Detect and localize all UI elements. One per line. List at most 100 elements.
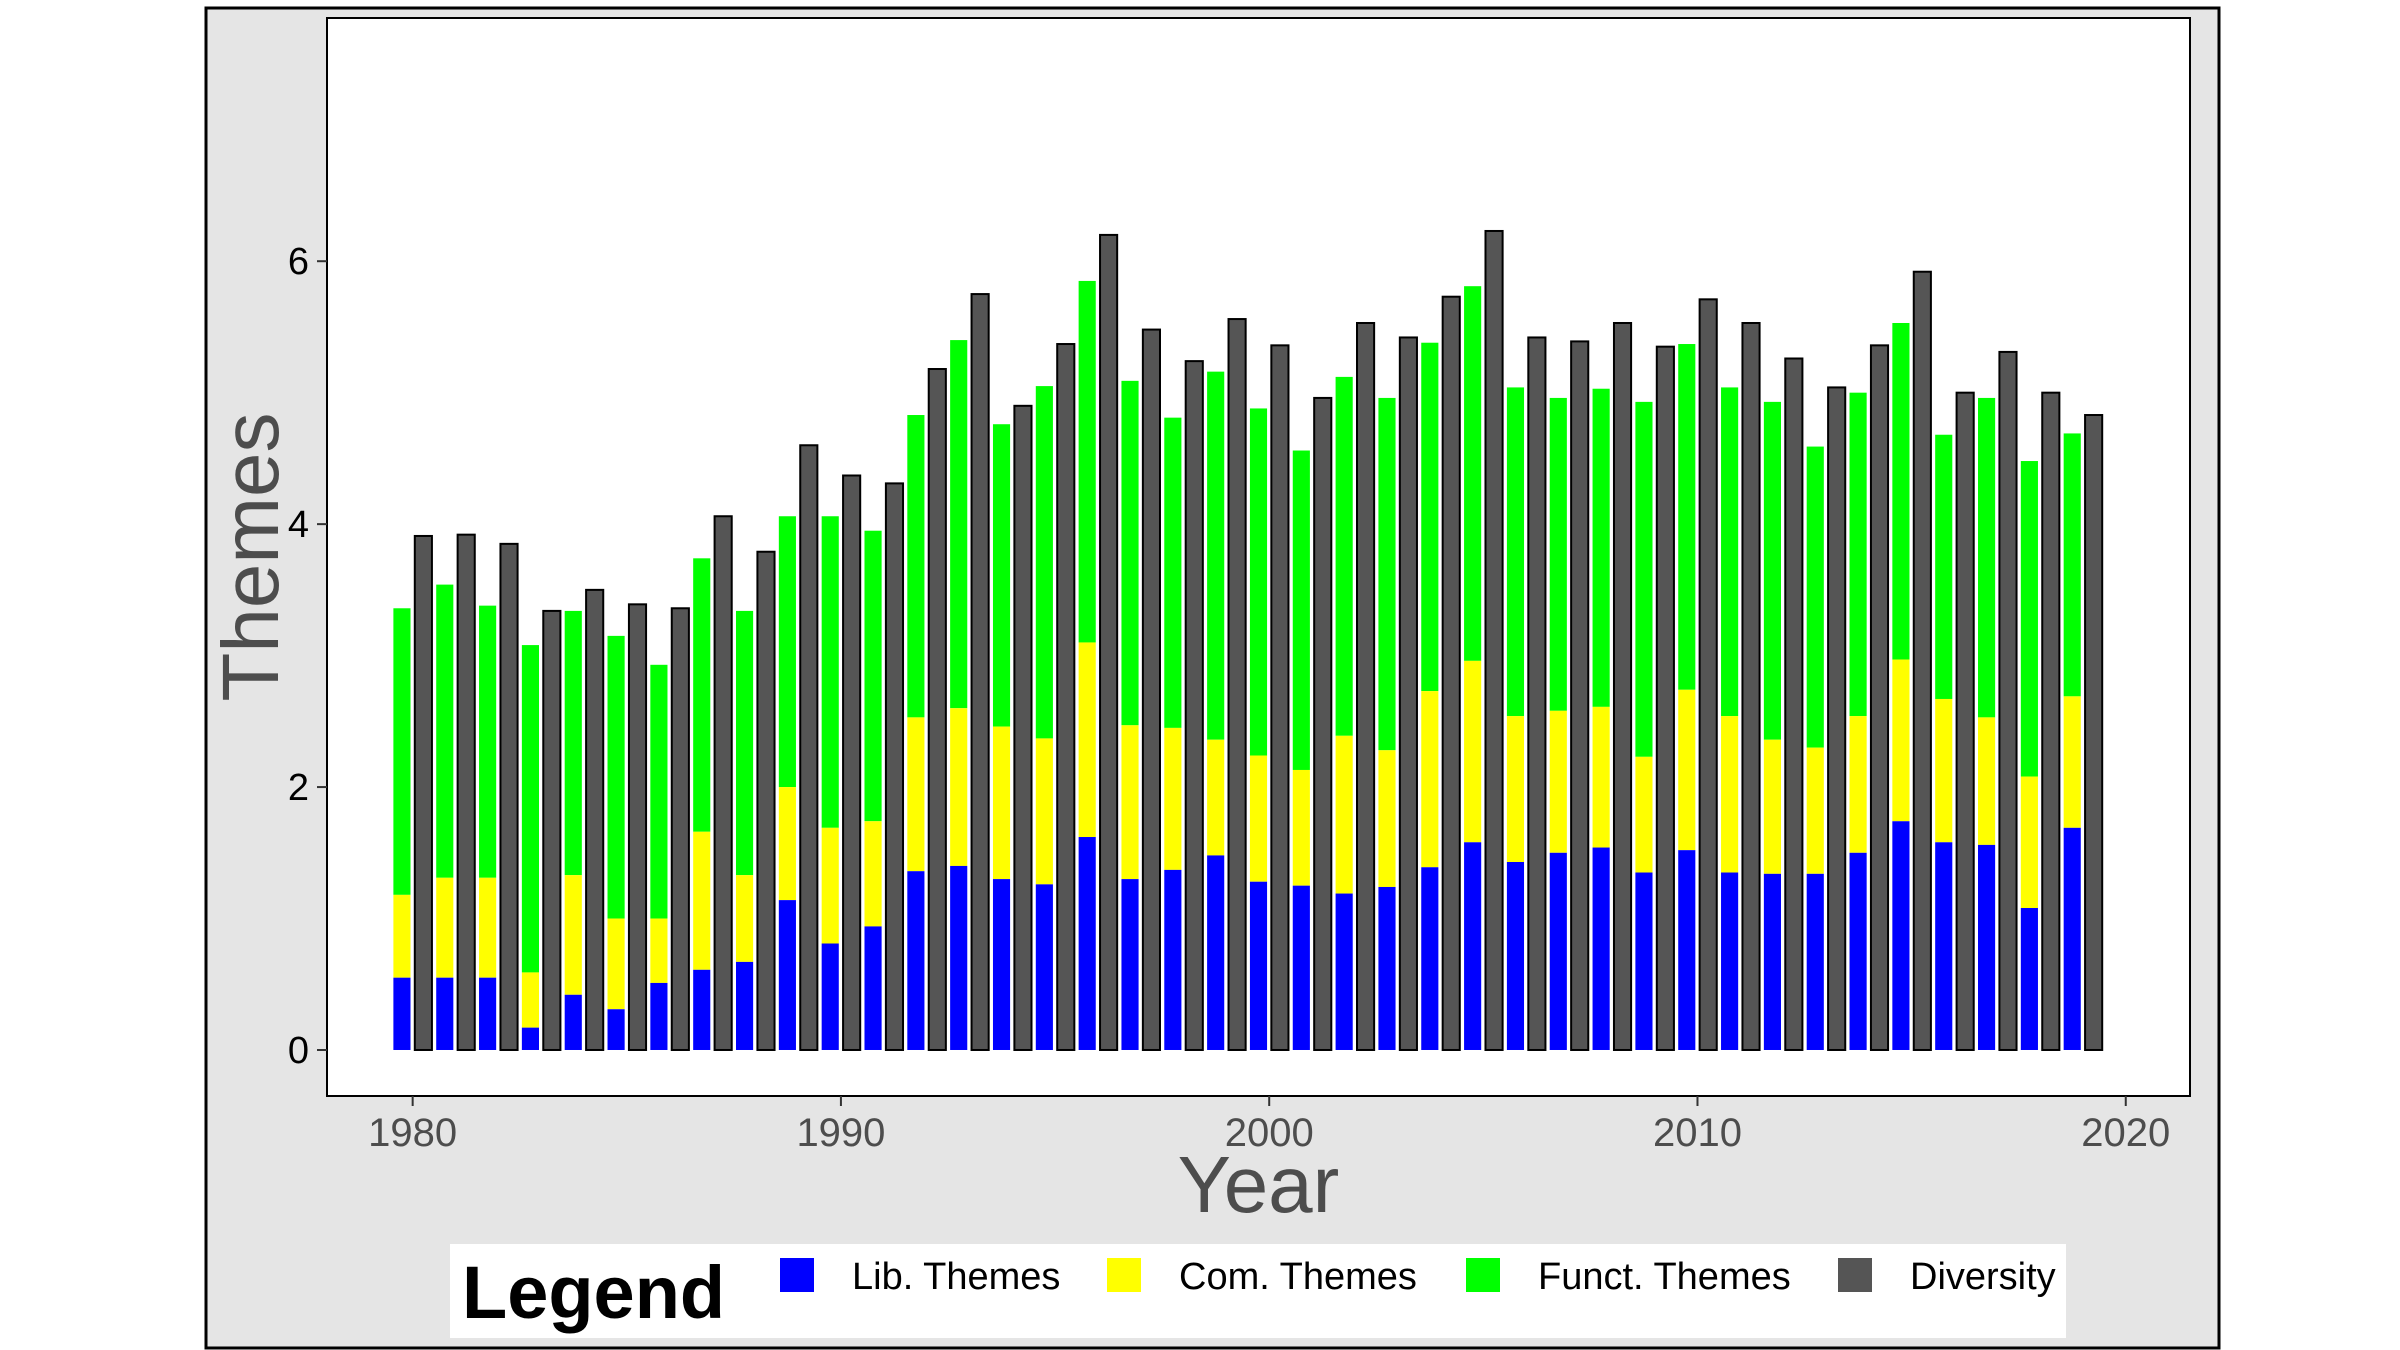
bar-com-themes	[693, 831, 711, 970]
bar-diversity	[1227, 318, 1247, 1051]
bar-lib-themes	[1292, 885, 1310, 1050]
bar-diversity	[1184, 360, 1204, 1051]
bar-diversity	[456, 533, 476, 1051]
bar-com-themes	[393, 894, 411, 978]
bar-funct-themes	[992, 424, 1011, 727]
bar-lib-themes	[1978, 844, 1996, 1050]
y-axis-title: Themes	[206, 413, 295, 702]
bar-diversity	[1270, 344, 1290, 1051]
legend-label-3: Funct. Themes	[1538, 1256, 1791, 1298]
bar-diversity	[1912, 270, 1932, 1051]
bar-com-themes	[864, 821, 882, 927]
bar-diversity	[2084, 414, 2104, 1051]
bar-diversity	[884, 482, 905, 1051]
bar-com-themes	[1035, 738, 1053, 885]
bar-lib-themes	[1164, 869, 1182, 1050]
bar-lib-themes	[1207, 855, 1225, 1050]
bar-com-themes	[650, 918, 668, 983]
legend-key-3	[1466, 1258, 1500, 1292]
bar-funct-themes	[393, 608, 411, 895]
bar-funct-themes	[1121, 380, 1139, 726]
bar-funct-themes	[1335, 376, 1353, 736]
bar-com-themes	[1506, 716, 1525, 862]
bar-funct-themes	[864, 530, 882, 822]
bar-com-themes	[2020, 776, 2038, 909]
bar-funct-themes	[479, 605, 497, 878]
bar-lib-themes	[1721, 872, 1739, 1050]
bar-funct-themes	[2063, 433, 2081, 697]
bar-lib-themes	[1849, 852, 1867, 1050]
bar-lib-themes	[1378, 886, 1396, 1050]
bar-diversity	[1398, 336, 1418, 1051]
legend-items: Lib. Themes Com. Themes Funct. Themes Diver…	[780, 1256, 2056, 1298]
bar-funct-themes	[1506, 387, 1525, 717]
x-tick-label: 2010	[1653, 1111, 1742, 1155]
bar-lib-themes	[607, 1009, 625, 1050]
bar-lib-themes	[992, 879, 1011, 1050]
bar-funct-themes	[1164, 417, 1182, 728]
bar-diversity	[1013, 404, 1033, 1051]
legend-key-2	[1107, 1258, 1141, 1292]
bar-lib-themes	[950, 865, 968, 1050]
bar-lib-themes	[1035, 884, 1053, 1050]
bar-lib-themes	[1592, 847, 1610, 1050]
axes: 0 2 4 6 1980 1990 2000 2010 2020	[288, 241, 2170, 1155]
y-tick-label: 6	[288, 241, 309, 283]
bar-funct-themes	[1078, 280, 1096, 643]
bar-com-themes	[436, 877, 454, 978]
y-tick-label: 4	[288, 504, 309, 546]
bars	[393, 229, 2104, 1051]
bar-com-themes	[907, 717, 925, 872]
bar-diversity	[2041, 391, 2061, 1051]
legend-box	[450, 1244, 2066, 1338]
bar-com-themes	[992, 726, 1011, 880]
bar-funct-themes	[436, 584, 454, 878]
bar-lib-themes	[1464, 842, 1482, 1050]
bar-lib-themes	[479, 977, 497, 1050]
bar-funct-themes	[1806, 446, 1824, 748]
bar-com-themes	[1849, 716, 1867, 853]
x-tick-label: 1980	[368, 1111, 457, 1155]
bar-diversity	[670, 607, 690, 1051]
bar-com-themes	[1935, 698, 1953, 843]
bar-lib-themes	[1806, 873, 1824, 1050]
bar-funct-themes	[1249, 408, 1268, 756]
bar-lib-themes	[650, 982, 668, 1050]
bar-funct-themes	[1464, 286, 1482, 661]
bar-lib-themes	[778, 900, 796, 1050]
bar-com-themes	[1892, 659, 1910, 822]
bar-com-themes	[1721, 716, 1739, 873]
bar-funct-themes	[1378, 397, 1396, 751]
bar-diversity	[1484, 229, 1504, 1051]
bar-diversity	[1527, 336, 1547, 1051]
bar-funct-themes	[1721, 387, 1739, 717]
bar-diversity	[585, 588, 605, 1051]
bar-lib-themes	[1421, 867, 1439, 1050]
bar-funct-themes	[1635, 401, 1653, 757]
bar-lib-themes	[1078, 837, 1096, 1050]
bar-com-themes	[521, 972, 539, 1028]
bar-diversity	[799, 444, 819, 1051]
bar-lib-themes	[1635, 872, 1653, 1050]
bar-com-themes	[1978, 717, 1996, 845]
bar-lib-themes	[564, 994, 582, 1050]
bar-funct-themes	[1849, 392, 1867, 717]
bar-diversity	[1998, 350, 2018, 1051]
bar-funct-themes	[821, 516, 839, 828]
bar-diversity	[713, 515, 733, 1051]
bar-com-themes	[1378, 750, 1396, 887]
legend-key-1	[780, 1258, 814, 1292]
bar-com-themes	[821, 827, 839, 944]
bar-funct-themes	[1421, 342, 1439, 692]
bar-diversity	[1141, 328, 1161, 1051]
bar-com-themes	[1592, 706, 1610, 848]
bar-diversity	[1655, 345, 1675, 1051]
bar-com-themes	[1806, 747, 1824, 874]
bar-funct-themes	[693, 558, 711, 832]
bar-lib-themes	[1935, 842, 1953, 1050]
bar-funct-themes	[1763, 401, 1781, 740]
bar-lib-themes	[907, 871, 925, 1050]
bar-diversity	[1827, 386, 1847, 1051]
bar-lib-themes	[736, 961, 754, 1050]
bar-diversity	[1698, 298, 1718, 1051]
